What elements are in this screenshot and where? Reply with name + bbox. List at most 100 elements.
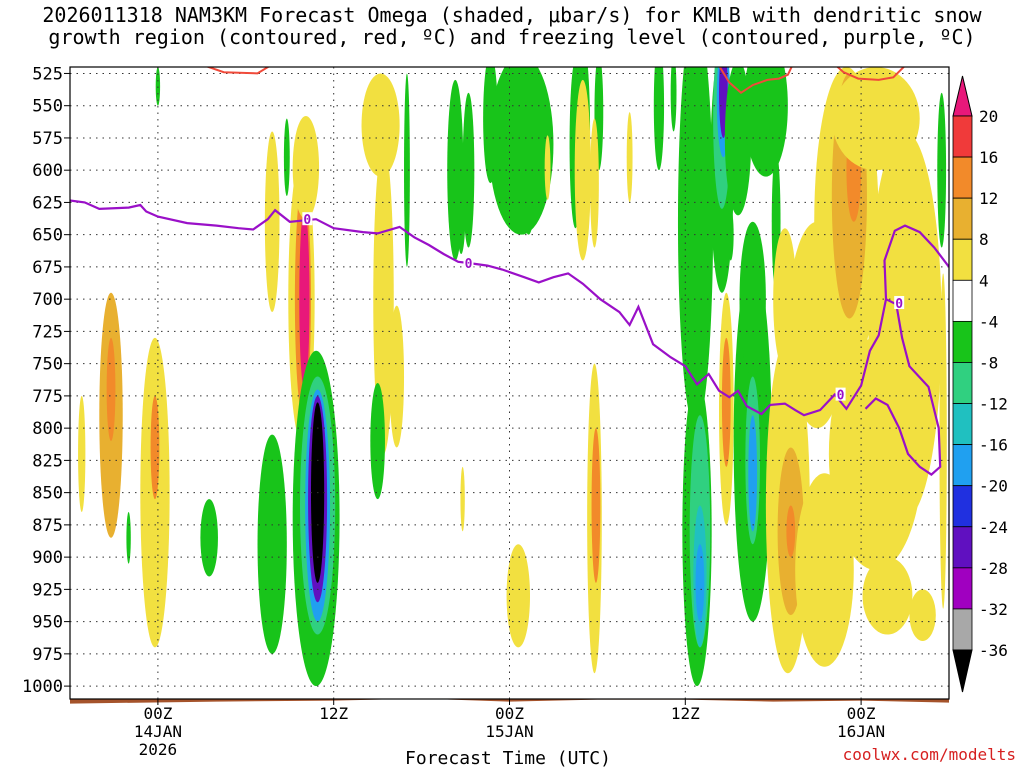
omega-sinking-blob	[522, 157, 535, 235]
omega-rising-blob	[150, 395, 160, 500]
omega-sinking-blob	[743, 67, 788, 177]
omega-rising-blob	[389, 305, 405, 448]
y-tick-label-575: 575	[32, 129, 63, 149]
omega-sinking-blob	[257, 434, 287, 654]
colorbar-tick-label: 20	[979, 107, 998, 126]
dendritic-growth-contour	[718, 67, 793, 95]
freezing-level-label: 0	[837, 389, 845, 404]
freezing-level-label: 0	[895, 297, 903, 312]
omega-sinking-blob	[677, 67, 714, 429]
dendritic-growth-contour	[836, 67, 906, 81]
freezing-level-label-bg	[463, 256, 474, 270]
y-tick-label-525: 525	[32, 64, 63, 84]
omega-rising-blob	[862, 557, 913, 635]
gridlines	[70, 67, 949, 699]
y-tick-label-975: 975	[32, 645, 63, 665]
y-tick-label-950: 950	[32, 613, 63, 633]
freezing-level-label: 0	[303, 213, 311, 228]
omega-sinking-blob	[404, 73, 410, 267]
freezing-level-label-bg	[894, 296, 905, 310]
colorbar-tick-label: -28	[979, 559, 1008, 578]
colorbar-bin	[952, 362, 973, 404]
colorbar-bin	[952, 526, 973, 569]
chart-title-line-1: 2026011318 NAM3KM Forecast Omega (shaded…	[42, 3, 982, 27]
omega-rising-blob	[544, 135, 551, 200]
omega-rising-blob	[264, 131, 280, 313]
omega-sinking-blob	[670, 67, 677, 132]
freezing-level-label-bg	[835, 387, 846, 401]
x-tick-label: 00Z	[847, 704, 876, 723]
y-tick-label-875: 875	[32, 516, 63, 536]
colorbar-bin	[952, 567, 973, 610]
omega-sinking-blob	[200, 499, 218, 577]
colorbar-bin	[952, 485, 973, 528]
omega-sinking-blob	[695, 544, 705, 622]
x-axis-label: Forecast Time (UTC)	[405, 748, 611, 768]
dendritic-growth-contour	[205, 67, 270, 75]
colorbar-tick-label: -12	[979, 395, 1008, 414]
omega-shading	[78, 67, 947, 687]
y-tick-label-675: 675	[32, 258, 63, 278]
colorbar: 20 16 12 8 4 -4 -8 -12 -16 -20 -24 -28 -32 -36	[952, 75, 1008, 693]
credit-text: coolwx.com/modelts	[842, 745, 1016, 764]
colorbar-bin	[952, 444, 973, 487]
pressure-axis: 525 550 575 600 625 650 675 700 725 750 775 800 825 8…	[22, 64, 70, 697]
omega-rising-blob	[909, 589, 936, 641]
omega-sinking-blob	[727, 208, 734, 261]
y-tick-label-550: 550	[32, 97, 63, 117]
omega-rising-blob	[626, 112, 633, 203]
y-tick-label-825: 825	[32, 451, 63, 471]
omega-sinking-blob	[283, 118, 290, 196]
colorbar-bin	[952, 197, 973, 240]
colorbar-tick-label: -8	[979, 353, 998, 372]
colorbar-bin	[952, 403, 973, 446]
omega-rising-blob	[292, 116, 320, 220]
x-tick-date-label: 14JAN	[134, 722, 182, 741]
omega-rising-blob	[721, 337, 731, 467]
x-tick-label: 12Z	[319, 704, 348, 723]
omega-rising-blob	[78, 395, 86, 512]
y-tick-label-600: 600	[32, 161, 63, 181]
colorbar-bottom-arrow	[952, 649, 973, 693]
omega-rising-blob	[460, 466, 465, 532]
x-tick-label: 00Z	[495, 704, 524, 723]
freezing-level-label-bg	[302, 212, 313, 226]
y-tick-label-700: 700	[32, 290, 63, 310]
omega-rising-blob	[828, 337, 923, 571]
freezing-level-contour-loop	[864, 298, 942, 476]
colorbar-tick-label: -32	[979, 600, 1008, 619]
x-tick-date-label: 16JAN	[837, 722, 885, 741]
y-tick-label-775: 775	[32, 387, 63, 407]
omega-rising-blob	[591, 428, 601, 583]
colorbar-tick-label: -16	[979, 436, 1008, 455]
chart-title: 2026011318 NAM3KM Forecast Omega (shaded…	[0, 4, 1024, 48]
colorbar-tick-label: -24	[979, 518, 1008, 537]
colorbar-bin	[952, 608, 973, 651]
colorbar-bin	[952, 279, 973, 322]
y-tick-label-800: 800	[32, 419, 63, 439]
colorbar-bin	[952, 320, 973, 363]
colorbar-tick-label: 8	[979, 230, 989, 249]
omega-sinking-blob	[155, 67, 161, 106]
x-tick-year-label: 2026	[139, 740, 178, 759]
colorbar-tick-label: -36	[979, 641, 1008, 660]
omega-sinking-blob	[370, 383, 385, 500]
omega-sinking-blob	[488, 67, 554, 235]
omega-sinking-blob	[653, 67, 665, 171]
colorbar-bin	[952, 115, 973, 158]
omega-rising-blob	[373, 144, 394, 454]
omega-rising-blob	[786, 505, 796, 558]
colorbar-tick-label: -20	[979, 477, 1008, 496]
colorbar-tick-label: 16	[979, 148, 998, 167]
y-tick-label-625: 625	[32, 193, 63, 213]
omega-rising-blob	[506, 544, 531, 648]
chart-title-line-2: growth region (contoured, red, ºC) and f…	[48, 25, 976, 49]
colorbar-top-arrow	[952, 75, 973, 117]
x-tick-date-label: 15JAN	[485, 722, 533, 741]
colorbar-tick-label: 4	[979, 271, 989, 290]
x-tick-label: 12Z	[671, 704, 700, 723]
y-tick-label-750: 750	[32, 355, 63, 375]
y-tick-label-925: 925	[32, 580, 63, 600]
